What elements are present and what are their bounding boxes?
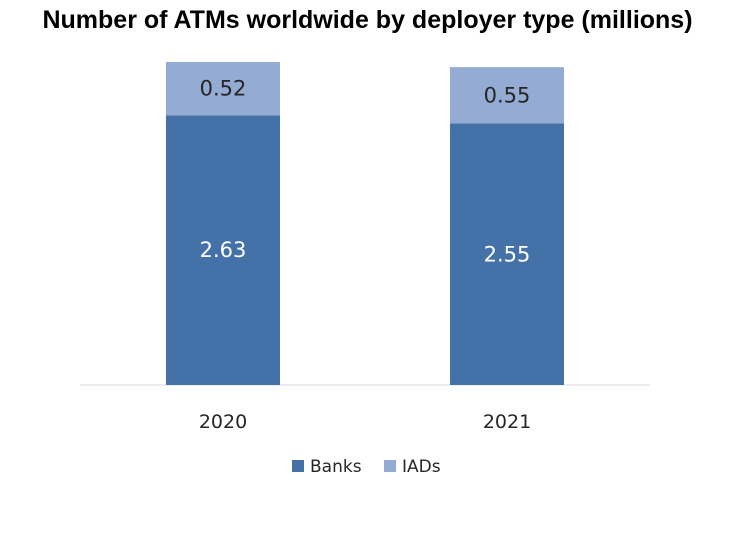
bar-banks-2020 bbox=[166, 115, 280, 386]
legend-swatch-banks bbox=[292, 460, 304, 472]
data-labels: 2.63 0.52 2.55 0.55 bbox=[200, 77, 531, 267]
bar-iads-2020 bbox=[166, 62, 280, 116]
data-label-iads-2021: 0.55 bbox=[484, 83, 531, 107]
bar-banks-2021 bbox=[450, 123, 564, 386]
x-tick-labels: 2020 2021 bbox=[199, 411, 531, 433]
data-label-iads-2020: 0.52 bbox=[200, 77, 247, 101]
legend-label-iads: IADs bbox=[402, 457, 441, 477]
x-tick-label-2021: 2021 bbox=[483, 411, 531, 433]
data-label-banks-2021: 2.55 bbox=[484, 242, 531, 266]
data-label-banks-2020: 2.63 bbox=[200, 238, 247, 262]
chart-title: Number of ATMs worldwide by deployer typ… bbox=[42, 6, 693, 34]
legend: Banks IADs bbox=[292, 457, 441, 477]
bars bbox=[166, 62, 564, 386]
x-tick-label-2020: 2020 bbox=[199, 411, 247, 433]
legend-swatch-iads bbox=[384, 460, 396, 472]
bar-iads-2021 bbox=[450, 67, 564, 124]
legend-label-banks: Banks bbox=[310, 457, 362, 477]
